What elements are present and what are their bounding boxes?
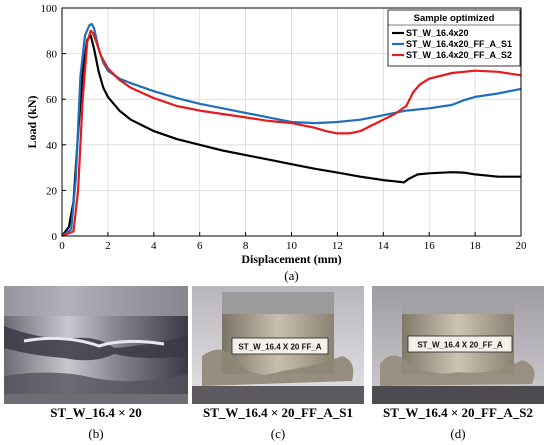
x-axis-label: Displacement (mm) <box>241 252 341 266</box>
photo-b <box>4 286 188 404</box>
caption-d: ST_W_16.4 × 20_FF_A_S2 <box>382 405 534 420</box>
x-tick-label: 10 <box>286 240 298 252</box>
x-tick-label: 18 <box>470 240 482 252</box>
series-line-3 <box>61 29 522 238</box>
x-tick-label: 12 <box>332 240 343 252</box>
legend-entry: ST_W_16.4x20 <box>406 28 469 38</box>
x-tick-label: 0 <box>59 240 65 252</box>
x-tick-label: 16 <box>424 240 436 252</box>
load-displacement-chart: 0 2 4 6 8 10 12 14 16 18 20 0 20 40 60 80 100 Displaceme… <box>25 3 528 283</box>
chart-series <box>61 22 522 238</box>
y-tick-label: 0 <box>52 231 58 243</box>
panel-label-b: (b) <box>88 426 104 441</box>
legend-entry: ST_W_16.4x20_FF_A_S1 <box>406 39 512 49</box>
caption-b: ST_W_16.4 × 20 <box>50 405 142 420</box>
panel-label-a: (a) <box>284 268 298 283</box>
series-line-2 <box>61 22 522 237</box>
photo-c: ST_W_16.4 X 20 FF_A <box>192 286 364 404</box>
photo-d: ST_W_16.4 X 20_FF_A <box>372 286 544 404</box>
sample-label-d: ST_W_16.4 X 20_FF_A <box>417 341 503 350</box>
x-tick-label: 4 <box>151 240 157 252</box>
y-tick-label: 40 <box>46 140 58 152</box>
x-tick-label: 14 <box>378 240 390 252</box>
x-tick-label: 8 <box>243 240 249 252</box>
legend-box <box>387 9 521 67</box>
y-tick-label: 80 <box>46 49 58 61</box>
caption-c: ST_W_16.4 × 20_FF_A_S1 <box>202 405 354 420</box>
y-tick-label: 20 <box>46 185 58 197</box>
y-axis-label: Load (kN) <box>25 95 39 148</box>
chart-ticks: 0 2 4 6 8 10 12 14 16 18 20 0 20 40 60 80 100 <box>41 3 528 252</box>
y-tick-label: 60 <box>46 94 58 106</box>
x-tick-label: 6 <box>197 240 203 252</box>
x-tick-label: 2 <box>105 240 111 252</box>
x-tick-label: 20 <box>516 240 528 252</box>
legend-entry: ST_W_16.4x20_FF_A_S2 <box>406 50 512 60</box>
sample-label-c: ST_W_16.4 X 20 FF_A <box>238 343 321 352</box>
y-tick-label: 100 <box>41 3 58 15</box>
panel-label-d: (d) <box>450 426 466 441</box>
legend-title: Sample optimized <box>414 13 495 24</box>
chart-legend: Sample optimizedST_W_16.4x20ST_W_16.4x20… <box>387 9 521 67</box>
panel-label-c: (c) <box>270 426 286 441</box>
